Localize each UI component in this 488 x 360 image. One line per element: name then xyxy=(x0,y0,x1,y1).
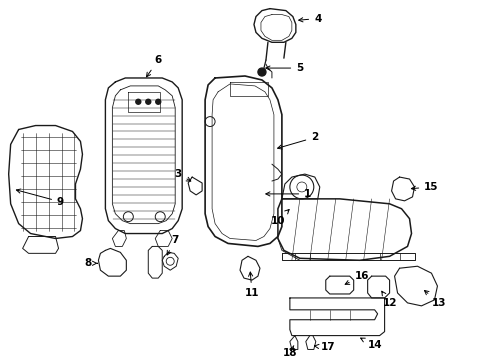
Text: 2: 2 xyxy=(277,132,318,149)
Text: 9: 9 xyxy=(17,189,64,207)
Circle shape xyxy=(258,68,265,76)
Text: 8: 8 xyxy=(84,258,98,268)
Circle shape xyxy=(136,99,141,104)
Text: 1: 1 xyxy=(265,189,311,199)
Text: 7: 7 xyxy=(167,235,179,255)
Text: 4: 4 xyxy=(298,14,321,23)
Text: 15: 15 xyxy=(410,182,438,192)
Circle shape xyxy=(156,99,161,104)
Text: 5: 5 xyxy=(265,63,303,73)
Text: 3: 3 xyxy=(174,169,190,181)
Text: 16: 16 xyxy=(345,271,368,284)
Text: 12: 12 xyxy=(381,291,396,308)
Text: 13: 13 xyxy=(424,291,446,308)
Text: 6: 6 xyxy=(146,55,162,77)
Text: 11: 11 xyxy=(244,272,259,298)
Circle shape xyxy=(145,99,150,104)
Text: 14: 14 xyxy=(360,338,381,351)
Text: 17: 17 xyxy=(314,342,334,352)
Text: 18: 18 xyxy=(282,346,297,359)
Text: 10: 10 xyxy=(270,210,288,226)
